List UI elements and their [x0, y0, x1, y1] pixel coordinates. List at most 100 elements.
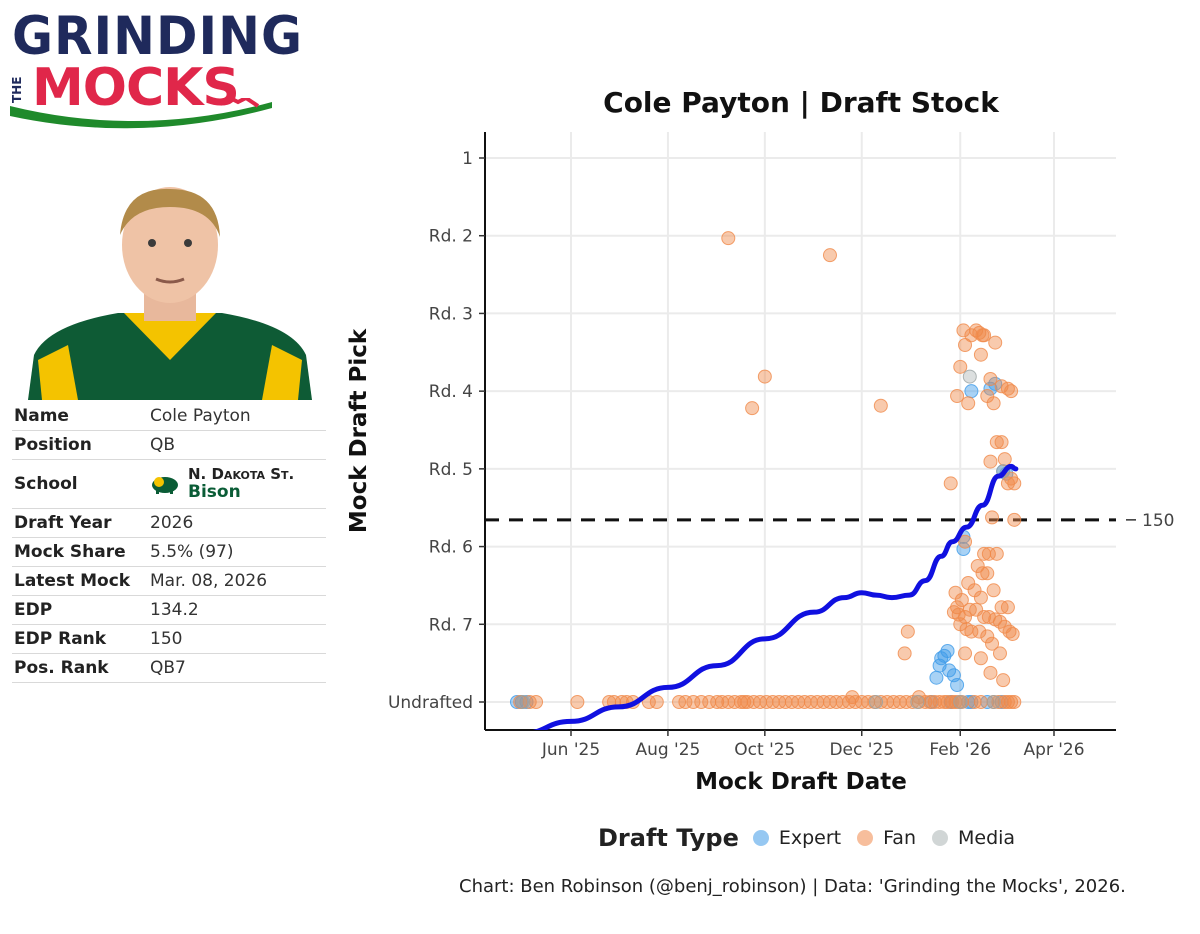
point-media [516, 695, 531, 709]
info-row: Name Cole Payton [12, 402, 326, 431]
brand-logo: GRINDING THE MOCKS [10, 7, 302, 136]
x-tick-label: Feb '26 [929, 740, 991, 760]
point-fan [1007, 476, 1022, 491]
point-fan [513, 695, 528, 709]
point-fan [954, 593, 969, 607]
reference-label: 150 [1142, 511, 1174, 531]
legend: Draft Type Expert Fan Media [598, 824, 1031, 852]
point-fan [977, 328, 992, 343]
point-fan [985, 510, 1000, 525]
point-expert [929, 670, 944, 685]
point-fan [970, 559, 985, 573]
school-mascot: Bison [188, 482, 241, 502]
point-fan [953, 359, 968, 374]
point-fan [1004, 384, 1019, 399]
point-fan [958, 610, 973, 624]
point-fan [721, 231, 736, 246]
point-expert [940, 644, 955, 658]
point-fan [964, 624, 979, 639]
legend-item-media: Media [932, 827, 1015, 849]
point-fan [992, 646, 1007, 661]
trend-line [532, 463, 1019, 730]
point-media [910, 695, 925, 709]
point-fan [694, 695, 709, 709]
point-fan [757, 369, 772, 384]
info-label: Pos. Rank [12, 653, 148, 683]
point-fan [973, 347, 988, 362]
point-fan [649, 695, 664, 709]
info-value: Mar. 08, 2026 [148, 566, 326, 596]
point-fan [1004, 695, 1019, 709]
point-expert [964, 384, 979, 399]
info-label: EDP [12, 595, 148, 625]
info-label: Draft Year [12, 508, 148, 538]
chart-title: Cole Payton | Draft Stock [603, 86, 1000, 119]
point-fan [1007, 512, 1022, 527]
info-value: 5.5% (97) [148, 537, 326, 567]
info-label: EDP Rank [12, 624, 148, 654]
point-fan [973, 651, 988, 666]
point-fan [900, 624, 915, 639]
info-label: Latest Mock [12, 566, 148, 596]
x-axis-title: Mock Draft Date [695, 769, 907, 795]
point-fan [897, 646, 912, 661]
info-value: 134.2 [148, 595, 326, 625]
brand-line1: GRINDING [12, 5, 303, 67]
point-fan [983, 454, 998, 469]
y-tick-label: Rd. 4 [429, 382, 473, 402]
point-fan [989, 435, 1004, 450]
legend-label-fan: Fan [883, 827, 916, 849]
x-tick-label: Dec '25 [829, 740, 894, 760]
info-row: Latest Mock Mar. 08, 2026 [12, 566, 326, 596]
info-row: Pos. Rank QB7 [12, 653, 326, 683]
bison-logo-icon [152, 477, 178, 494]
legend-dot-fan [857, 830, 874, 846]
point-media [869, 695, 884, 709]
point-fan [973, 590, 988, 605]
legend-item-expert: Expert [752, 827, 842, 849]
point-fan [973, 695, 988, 709]
info-value: Cole Payton [148, 402, 326, 431]
y-tick-label: Rd. 7 [429, 615, 473, 635]
draft-stock-chart: Cole Payton | Draft Stock 1 Rd. 2 Rd. 3 Rd. … [346, 86, 1174, 795]
point-fan [989, 546, 1004, 561]
y-tick-label: Rd. 3 [429, 304, 473, 324]
point-fan [958, 534, 973, 549]
point-fan [950, 389, 965, 403]
info-row: Mock Share 5.5% (97) [12, 537, 326, 567]
point-fan [996, 673, 1011, 688]
info-label: Mock Share [12, 537, 148, 567]
point-fan [1007, 695, 1022, 709]
info-row: EDP 134.2 [12, 595, 326, 625]
info-row: Position QB [12, 430, 326, 460]
point-fan [985, 636, 1000, 651]
school-block: N. Dakota St. Bison [150, 466, 324, 502]
point-fan [980, 629, 995, 644]
point-fan [937, 695, 952, 709]
info-value: QB [148, 430, 326, 460]
point-fan [1005, 627, 1020, 641]
football-field-icon [10, 98, 272, 129]
point-expert [950, 678, 965, 692]
point-fan [1000, 600, 1015, 615]
point-fan [994, 435, 1009, 450]
point-fan [710, 695, 725, 709]
point-fan [745, 401, 760, 416]
info-row: School N. Dakota St. Bison [12, 459, 326, 509]
x-tick-label: Oct '25 [734, 740, 795, 760]
point-media [986, 695, 1001, 709]
point-fan [988, 335, 1003, 350]
legend-label-media: Media [958, 827, 1016, 849]
point-fan [570, 695, 585, 709]
point-fan [529, 695, 544, 709]
info-value: 2026 [148, 508, 326, 538]
legend-item-fan: Fan [857, 827, 916, 849]
point-fan [961, 396, 976, 411]
legend-label-expert: Expert [778, 827, 842, 849]
info-row: Draft Year 2026 [12, 508, 326, 538]
y-tick-label: Undrafted [388, 693, 473, 713]
y-tick-label: Rd. 2 [429, 227, 473, 247]
point-fan [975, 566, 990, 581]
point-fan [678, 695, 693, 709]
point-fan [997, 452, 1012, 467]
